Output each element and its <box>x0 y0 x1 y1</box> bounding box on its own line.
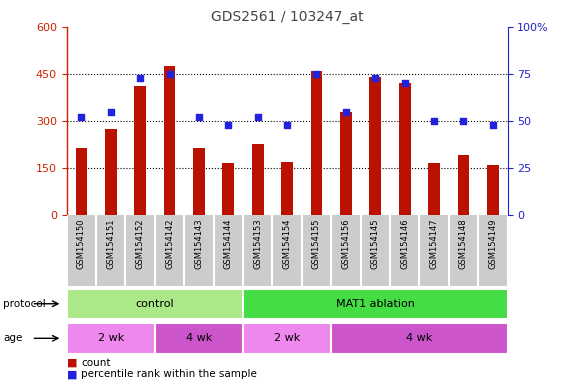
Bar <box>428 163 440 215</box>
Point <box>106 109 115 115</box>
Point <box>282 122 292 128</box>
Text: GSM154155: GSM154155 <box>312 218 321 269</box>
Bar <box>135 86 146 215</box>
Text: GSM154146: GSM154146 <box>400 218 409 269</box>
Bar <box>252 144 263 215</box>
Bar <box>281 162 293 215</box>
Bar <box>223 163 234 215</box>
Point <box>459 118 468 124</box>
Point <box>165 71 174 77</box>
Point <box>194 114 204 120</box>
Bar <box>243 323 331 354</box>
Text: GSM154150: GSM154150 <box>77 218 86 269</box>
Text: 4 wk: 4 wk <box>406 333 433 343</box>
Point <box>429 118 438 124</box>
Text: protocol: protocol <box>3 299 46 309</box>
Bar <box>243 288 508 319</box>
Text: GSM154154: GSM154154 <box>282 218 292 269</box>
Bar <box>311 71 322 215</box>
Title: GDS2561 / 103247_at: GDS2561 / 103247_at <box>211 10 364 25</box>
Text: GSM154156: GSM154156 <box>342 218 350 269</box>
Text: GSM154142: GSM154142 <box>165 218 174 269</box>
Text: GSM154151: GSM154151 <box>106 218 115 269</box>
Bar <box>67 288 243 319</box>
Bar <box>155 323 243 354</box>
Text: GSM154149: GSM154149 <box>488 218 497 269</box>
Point <box>371 74 380 81</box>
Point <box>136 74 145 81</box>
Point <box>77 114 86 120</box>
Text: 2 wk: 2 wk <box>274 333 300 343</box>
Bar <box>164 66 175 215</box>
Text: 4 wk: 4 wk <box>186 333 212 343</box>
Text: GSM154143: GSM154143 <box>194 218 204 269</box>
Point <box>224 122 233 128</box>
Text: GSM154145: GSM154145 <box>371 218 380 269</box>
Point <box>341 109 350 115</box>
Bar <box>75 147 87 215</box>
Text: percentile rank within the sample: percentile rank within the sample <box>81 369 257 379</box>
Bar <box>331 323 508 354</box>
Text: MAT1 ablation: MAT1 ablation <box>336 299 415 309</box>
Text: GSM154148: GSM154148 <box>459 218 468 269</box>
Text: GSM154153: GSM154153 <box>253 218 262 269</box>
Bar <box>105 129 117 215</box>
Bar <box>487 165 499 215</box>
Text: ■: ■ <box>67 369 77 379</box>
Text: GSM154152: GSM154152 <box>136 218 144 269</box>
Bar <box>399 83 411 215</box>
Bar <box>340 112 351 215</box>
Bar <box>67 323 155 354</box>
Bar <box>458 156 469 215</box>
Text: GSM154147: GSM154147 <box>430 218 438 269</box>
Point <box>253 114 262 120</box>
Text: 2 wk: 2 wk <box>97 333 124 343</box>
Point <box>400 80 409 86</box>
Text: control: control <box>136 299 174 309</box>
Text: ■: ■ <box>67 358 77 368</box>
Text: GSM154144: GSM154144 <box>224 218 233 269</box>
Point <box>312 71 321 77</box>
Bar <box>193 147 205 215</box>
Point <box>488 122 498 128</box>
Text: age: age <box>3 333 22 343</box>
Bar <box>369 77 381 215</box>
Text: count: count <box>81 358 111 368</box>
